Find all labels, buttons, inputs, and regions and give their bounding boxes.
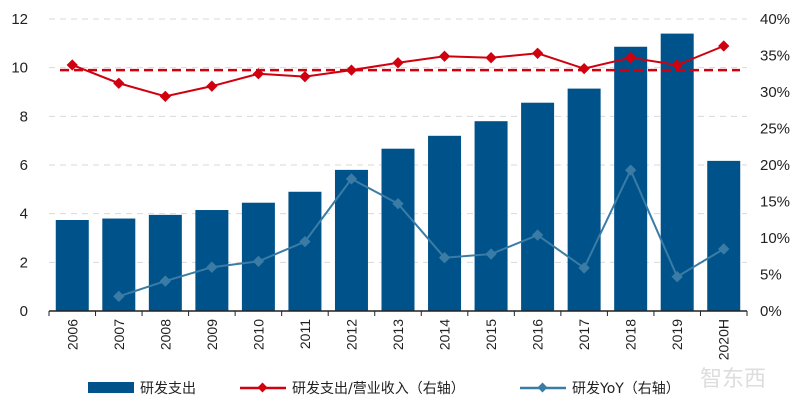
ratio-point	[625, 52, 637, 64]
x-axis-tick-label: 2007	[111, 319, 127, 350]
x-axis-tick-label: 2019	[669, 319, 685, 350]
x-axis-tick-label: 2016	[530, 319, 546, 350]
right-axis-tick-label: 15%	[760, 194, 790, 211]
legend-label-ratio: 研发支出/营业收入（右轴）	[292, 381, 465, 397]
legend-label-yoy: 研发YoY（右轴）	[572, 381, 680, 397]
bar-2013	[381, 148, 415, 311]
bar-series	[55, 33, 741, 312]
right-axis-tick-label: 30%	[760, 84, 790, 101]
right-axis-tick-label: 40%	[760, 11, 790, 28]
bar-2009	[195, 210, 229, 311]
yoy-point	[531, 229, 544, 241]
x-axis-tick-label: 2013	[390, 319, 406, 350]
x-axis-tick-label: 2011	[297, 319, 313, 349]
ratio-point	[345, 64, 358, 76]
bar-2020H	[707, 160, 741, 311]
ratio-point	[113, 77, 125, 89]
left-axis-tick-label: 10	[11, 60, 28, 77]
legend-label-bar: 研发支出	[140, 381, 196, 397]
legend: 研发支出 研发支出/营业收入（右轴） 研发YoY（右轴）	[88, 381, 680, 397]
ratio-point	[485, 52, 497, 64]
ratio-point	[159, 90, 171, 103]
x-axis-tick-label: 2017	[576, 319, 592, 350]
right-axis-tick-label: 35%	[760, 48, 790, 65]
x-axis-tick-label: 2015	[483, 319, 499, 350]
right-axis-tick-label: 25%	[760, 121, 790, 138]
watermark-logo: 智东西	[700, 367, 766, 392]
left-axis-tick-label: 4	[20, 206, 28, 223]
x-axis-tick-label: 2009	[204, 319, 220, 350]
bar-2019	[660, 33, 694, 311]
x-axis-tick-label: 2008	[157, 319, 173, 350]
right-axis-tick-label: 0%	[760, 303, 782, 320]
legend-marker-yoy	[537, 382, 548, 393]
ratio-point	[66, 59, 78, 71]
right-axis-tick-label: 10%	[760, 230, 790, 247]
ratio-point	[438, 50, 451, 62]
yoy-point	[345, 173, 358, 185]
ratio-point	[299, 71, 311, 83]
yoy-point	[578, 262, 590, 274]
left-axis-tick-label: 6	[20, 157, 28, 174]
ratio-point	[206, 80, 218, 92]
yoy-point	[206, 261, 218, 273]
left-axis-tick-label: 12	[11, 11, 28, 28]
bar-2014	[428, 135, 462, 311]
bar-2006	[55, 219, 89, 311]
bar-2016	[521, 102, 555, 311]
left-axis-tick-label: 2	[20, 254, 28, 271]
x-axis-tick-label: 2010	[250, 319, 266, 350]
bar-2018	[614, 46, 648, 312]
ratio-point	[718, 40, 730, 52]
legend-swatch-bar	[88, 382, 134, 393]
x-axis-tick-label: 2006	[64, 319, 80, 350]
ratio-point	[392, 57, 404, 69]
bar-2008	[148, 214, 182, 311]
yoy-point	[625, 164, 637, 176]
yoy-point	[252, 255, 265, 268]
legend-marker-ratio	[257, 382, 268, 393]
right-axis-tick-label: 5%	[760, 267, 782, 284]
yoy-point	[299, 235, 311, 248]
x-axis-tick-label: 2014	[437, 319, 453, 350]
left-axis-tick-label: 0	[20, 303, 28, 320]
bar-2017	[567, 88, 601, 312]
bar-2011	[288, 191, 322, 311]
x-axis-tick-label: 2020H	[716, 319, 732, 360]
x-axis-tick-label: 2012	[343, 319, 359, 350]
ratio-point	[531, 47, 544, 59]
right-axis-tick-label: 20%	[760, 157, 790, 174]
yoy-point	[718, 243, 730, 255]
ratio-point	[578, 62, 590, 75]
yoy-point	[159, 275, 171, 287]
yoy-point	[671, 271, 683, 283]
yoy-line	[118, 167, 725, 298]
axes: 0 2 4 6 8 10 12 0% 5% 10% 15% 20% 25% 30% 35% 40% 2006 20…	[11, 11, 790, 360]
bar-2015	[474, 121, 508, 311]
yoy-point	[485, 248, 497, 260]
x-axis-tick-label: 2018	[623, 319, 639, 350]
yoy-point	[392, 198, 404, 210]
left-axis-tick-label: 8	[20, 108, 28, 125]
bar-2012	[334, 169, 368, 311]
